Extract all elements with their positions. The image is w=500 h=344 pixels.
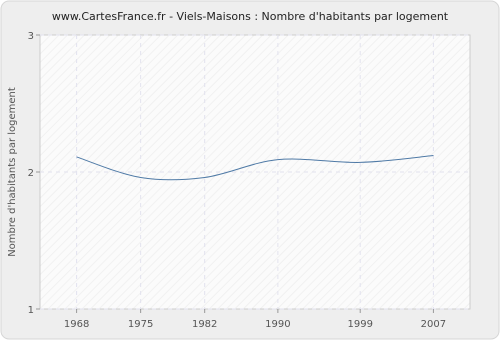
x-tick-label: 2007 xyxy=(421,319,446,330)
y-tick-label: 3 xyxy=(28,31,34,42)
x-tick-label: 1975 xyxy=(128,319,153,330)
x-tick-label: 1982 xyxy=(192,319,217,330)
y-tick-label: 1 xyxy=(28,305,34,316)
x-tick-label: 1990 xyxy=(265,319,290,330)
x-tick-label: 1999 xyxy=(347,319,372,330)
x-tick-label: 1968 xyxy=(64,319,89,330)
y-axis-label: Nombre d'habitants par logement xyxy=(7,87,18,257)
plot-area xyxy=(39,34,471,310)
line xyxy=(76,155,434,181)
y-tick-label: 2 xyxy=(28,168,34,179)
chart-title: www.CartesFrance.fr - Viels-Maisons : No… xyxy=(52,10,449,23)
